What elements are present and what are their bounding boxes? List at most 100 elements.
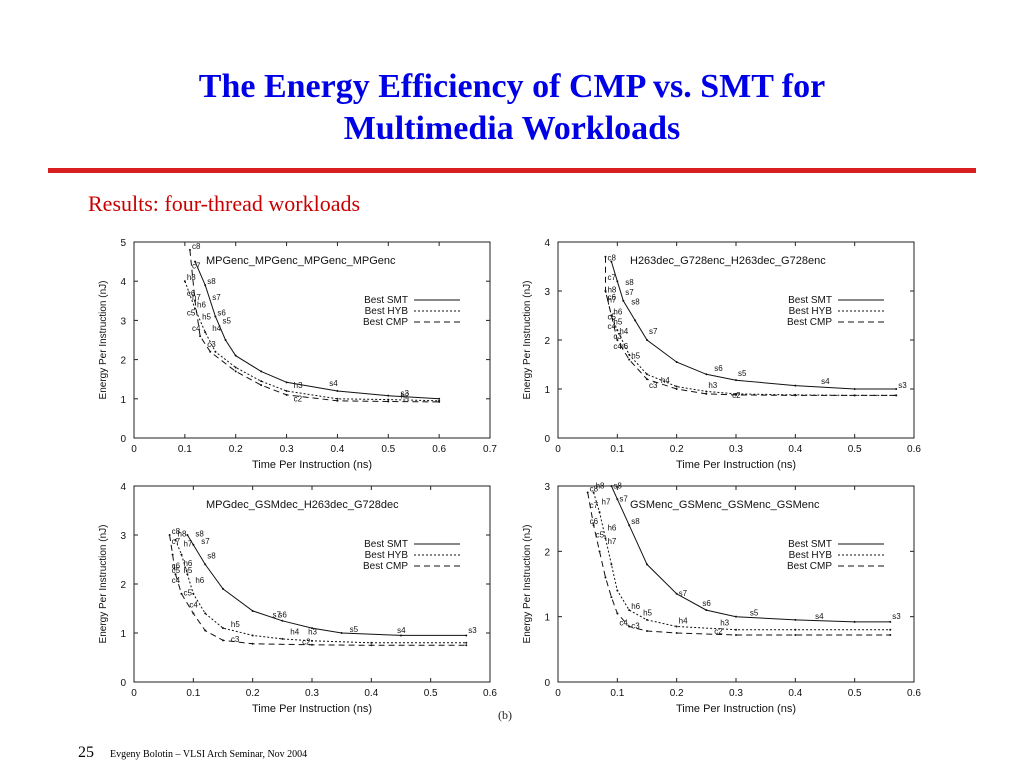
- data-point: [675, 385, 678, 388]
- point-label: s8: [631, 517, 640, 526]
- point-label: h6: [607, 524, 616, 533]
- data-point: [735, 633, 737, 636]
- y-tick-label: 3: [120, 316, 126, 327]
- data-point: [675, 361, 678, 364]
- data-point: [604, 537, 607, 540]
- series-line-solid: [610, 261, 897, 390]
- chart-h263dec-g728enc: 0 0.1 0.2 0.3 0.4 0.5 0.6 0 1 2 3 4 Time Per Instruc…: [522, 238, 921, 471]
- data-point: [209, 350, 212, 353]
- point-label: c5: [607, 312, 616, 321]
- x-axis-label: Time Per Instruction (ns): [676, 459, 796, 471]
- x-tick-label: 0.2: [246, 688, 260, 699]
- point-label: s7: [272, 610, 281, 619]
- point-label: h2: [400, 392, 409, 401]
- point-label: h3: [294, 381, 303, 390]
- point-label: c5: [187, 308, 196, 317]
- data-point: [634, 319, 637, 322]
- y-axis-label: Energy Per Instruction (nJ): [522, 281, 533, 400]
- point-label: c4: [613, 342, 622, 351]
- data-point: [234, 370, 237, 373]
- data-point: [794, 628, 797, 631]
- data-point: [311, 639, 313, 642]
- data-point: [204, 612, 207, 615]
- data-point: [646, 373, 648, 376]
- point-label: c6: [187, 289, 196, 298]
- data-point: [705, 390, 708, 393]
- y-tick-label: 2: [120, 356, 126, 367]
- legend-label: Best SMT: [788, 295, 832, 306]
- y-tick-label: 0: [544, 434, 550, 445]
- data-point: [675, 632, 678, 634]
- data-point: [853, 394, 856, 397]
- point-label: s6: [714, 364, 723, 373]
- data-point: [214, 350, 217, 353]
- data-point: [370, 644, 373, 647]
- data-point: [387, 398, 390, 401]
- point-label: h6: [183, 559, 192, 568]
- point-label: s6: [702, 599, 711, 608]
- series-line-dotted: [593, 492, 891, 631]
- subtitle: Results: four-thread workloads: [88, 191, 361, 216]
- point-label: s6: [278, 610, 287, 619]
- point-label: h5: [613, 317, 622, 326]
- data-point: [794, 633, 797, 636]
- x-axis-label: Time Per Instruction (ns): [252, 459, 372, 471]
- point-label: s8: [207, 277, 216, 286]
- point-label: s4: [821, 377, 830, 386]
- point-label: s5: [222, 316, 231, 325]
- data-point: [604, 255, 607, 258]
- data-point: [260, 380, 263, 383]
- series-line-solid: [194, 261, 440, 400]
- data-point: [171, 553, 174, 556]
- y-axis-label: Energy Per Instruction (nJ): [98, 281, 109, 400]
- series-line-dashed: [605, 256, 897, 396]
- data-point: [336, 389, 339, 392]
- data-point: [889, 620, 892, 623]
- legend-label: Best CMP: [787, 561, 832, 572]
- data-point: [616, 498, 619, 501]
- data-point: [285, 381, 288, 384]
- x-tick-label: 0.6: [907, 688, 921, 699]
- point-label: c6: [607, 293, 616, 302]
- point-label: h6: [613, 308, 622, 317]
- point-label: c4: [619, 618, 628, 627]
- point-label: c8: [607, 254, 616, 263]
- data-point: [646, 339, 648, 341]
- data-point: [251, 609, 254, 612]
- point-label: h5: [643, 609, 652, 618]
- point-label: s4: [815, 612, 824, 621]
- data-point: [616, 339, 619, 341]
- footer-text: Evgeny Bolotin – VLSI Arch Seminar, Nov …: [110, 749, 308, 760]
- point-label: h4: [661, 376, 670, 385]
- point-label: c7: [607, 273, 616, 282]
- point-label: c8: [172, 527, 181, 536]
- point-label: h8: [596, 481, 605, 490]
- data-point: [438, 400, 441, 403]
- point-label: s3: [468, 626, 477, 635]
- data-point: [616, 589, 619, 592]
- slide-title-line1: The Energy Efficiency of CMP vs. SMT for: [198, 68, 826, 105]
- data-point: [735, 628, 737, 631]
- point-label: c4: [189, 601, 198, 610]
- data-point: [204, 331, 207, 334]
- data-point: [794, 394, 797, 397]
- data-point: [628, 609, 631, 612]
- point-label: s8: [613, 481, 622, 490]
- x-tick-label: 0: [555, 444, 561, 455]
- legend-label: Best CMP: [787, 317, 832, 328]
- plot-frame: [557, 241, 915, 439]
- point-label: c7: [172, 537, 181, 546]
- point-label: s5: [738, 369, 747, 378]
- data-point: [705, 373, 708, 376]
- x-tick-label: 0.2: [670, 688, 684, 699]
- data-point: [628, 524, 631, 527]
- point-label: c3: [207, 340, 216, 349]
- data-point: [400, 634, 402, 637]
- x-tick-label: 0.5: [381, 444, 395, 455]
- point-label: c5: [596, 530, 605, 539]
- point-label: h3: [720, 618, 729, 627]
- x-tick-label: 0.4: [364, 688, 378, 699]
- y-tick-label: 0: [120, 434, 126, 445]
- legend-label: Best SMT: [364, 295, 408, 306]
- data-point: [234, 366, 237, 369]
